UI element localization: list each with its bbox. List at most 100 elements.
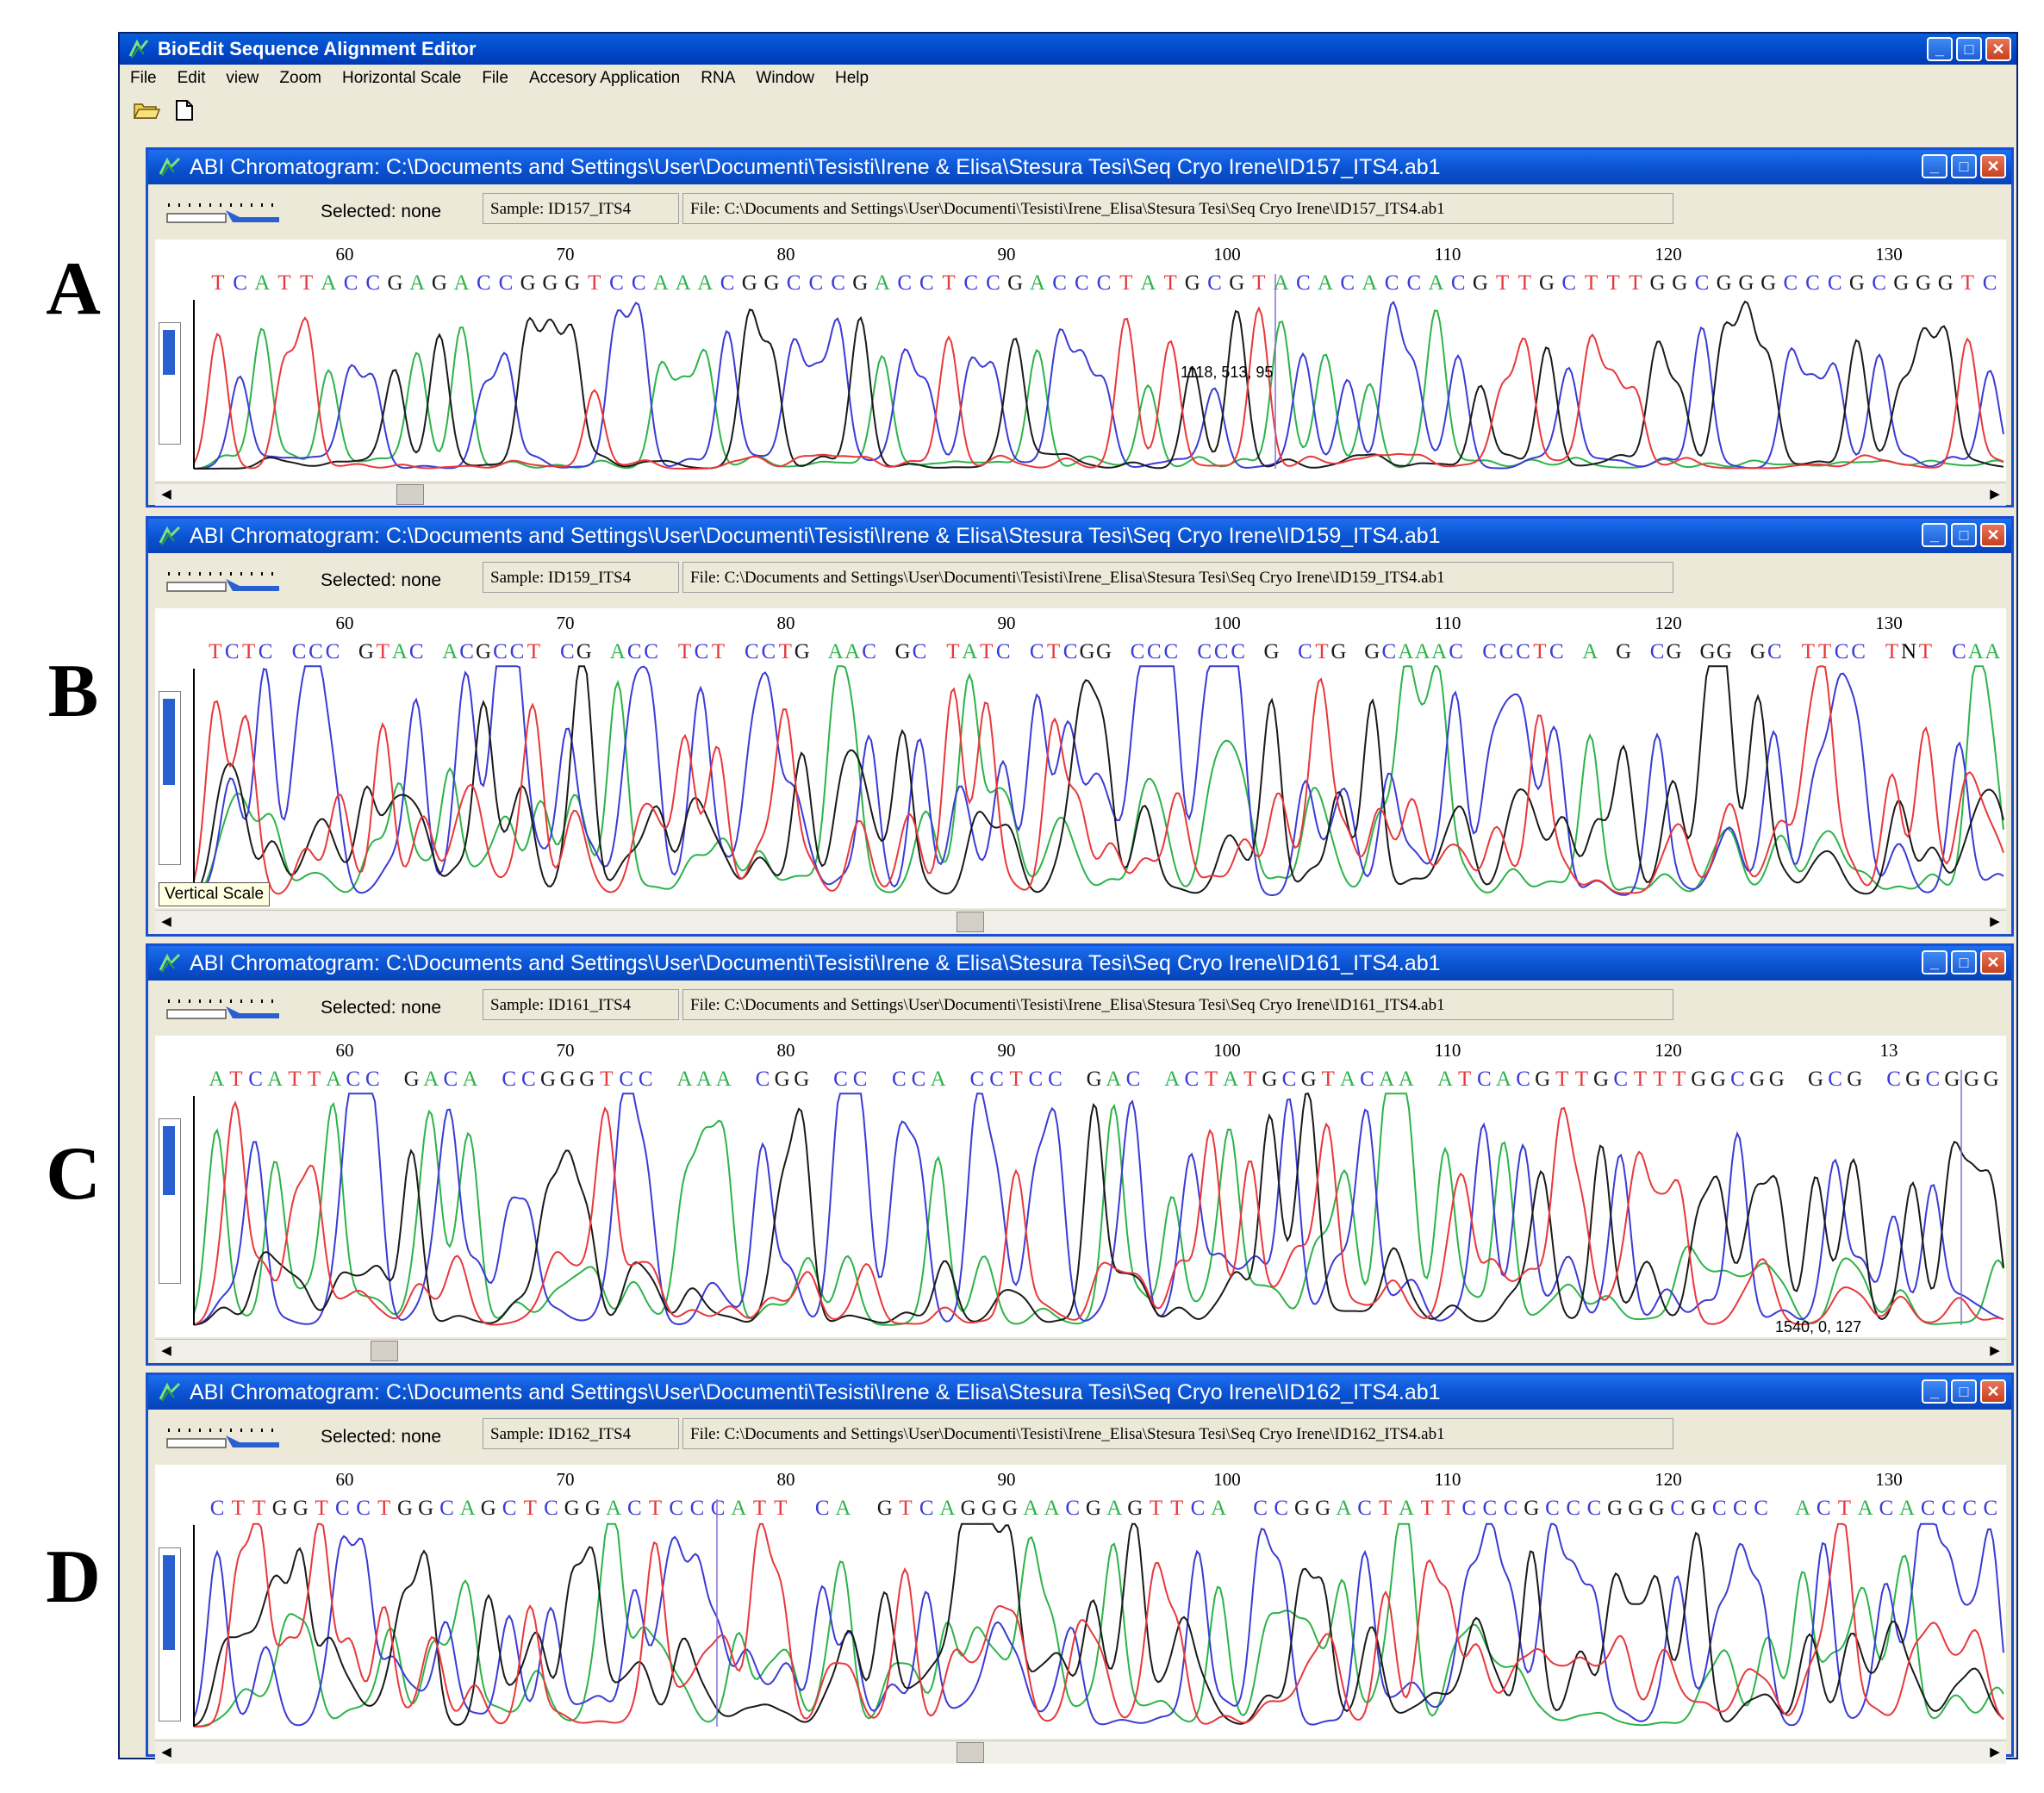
horizontal-scale-icon[interactable] <box>164 1423 284 1451</box>
close-icon[interactable]: ✕ <box>1980 154 2006 178</box>
chromatogram-titlebar[interactable]: ABI Chromatogram: C:\Documents and Setti… <box>148 150 2011 184</box>
maximize-icon[interactable]: □ <box>1956 37 1982 61</box>
chromatogram-trace-area[interactable]: 60 70 80 90 100 110 120 13 A T C A T T A C C G A C A C C G G G T C C… <box>155 1036 2006 1337</box>
base-call: C <box>1872 271 1886 295</box>
horizontal-scrollbar[interactable]: ◀ ▶ <box>155 910 2006 933</box>
open-folder-icon[interactable] <box>132 97 161 123</box>
chromatogram-titlebar[interactable]: ABI Chromatogram: C:\Documents and Setti… <box>148 946 2011 981</box>
minimize-icon[interactable]: _ <box>1922 154 1947 178</box>
vertical-scale-slider[interactable] <box>159 691 181 865</box>
maximize-icon[interactable]: □ <box>1951 523 1977 547</box>
scrollbar-thumb[interactable] <box>957 912 984 932</box>
menu-file[interactable]: File <box>130 69 157 87</box>
minimize-icon[interactable]: _ <box>1922 950 1947 974</box>
close-icon[interactable]: ✕ <box>1980 523 2006 547</box>
base-call: T <box>1585 271 1598 295</box>
base-call: C <box>356 1497 371 1520</box>
base-call: T <box>315 1497 328 1520</box>
vertical-scale-thumb[interactable] <box>163 1126 175 1195</box>
scroll-left-icon[interactable]: ◀ <box>161 1745 171 1759</box>
chromatogram-trace-area[interactable]: 60 70 80 90 100 110 120 130 T C A T T A C C G A G A C C G G G T C C… <box>155 240 2006 481</box>
menu-edit[interactable]: Edit <box>177 69 206 87</box>
vertical-scale-slider[interactable] <box>159 1118 181 1284</box>
horizontal-scrollbar[interactable]: ◀ ▶ <box>155 1339 2006 1362</box>
horizontal-scrollbar[interactable]: ◀ ▶ <box>155 482 2006 506</box>
vertical-scale-thumb[interactable] <box>163 699 175 785</box>
vertical-scale-tooltip: Vertical Scale <box>159 882 271 906</box>
base-call: G <box>742 271 757 295</box>
minimize-icon[interactable]: _ <box>1922 1379 1947 1404</box>
chromatogram-trace-area[interactable]: 60 70 80 90 100 110 120 130 C T T G G T C C T G G C A G C T C G G A… <box>155 1465 2006 1739</box>
base-call: A <box>1399 1497 1414 1520</box>
minimize-icon[interactable]: _ <box>1922 523 1947 547</box>
base-call: C <box>365 1068 380 1091</box>
base-call: G <box>520 271 536 295</box>
ruler-number: 60 <box>336 613 354 633</box>
maximize-icon[interactable]: □ <box>1951 950 1977 974</box>
scroll-right-icon[interactable]: ▶ <box>1990 1745 2000 1759</box>
chromatogram-titlebar[interactable]: ABI Chromatogram: C:\Documents and Setti… <box>148 1375 2011 1410</box>
base-call: G <box>981 1497 997 1520</box>
base-call: G <box>1127 1497 1143 1520</box>
menu-file-2[interactable]: File <box>482 69 508 87</box>
maximize-icon[interactable]: □ <box>1951 154 1977 178</box>
ruler-number: 100 <box>1213 244 1241 265</box>
vertical-scale-slider[interactable] <box>159 1547 181 1721</box>
scroll-left-icon[interactable]: ◀ <box>161 1343 171 1358</box>
base-call: G <box>1539 271 1555 295</box>
scroll-right-icon[interactable]: ▶ <box>1990 487 2000 501</box>
vertical-scale-thumb[interactable] <box>163 330 175 375</box>
vertical-scale-slider[interactable] <box>159 322 181 445</box>
base-call: T <box>1838 1497 1851 1520</box>
menu-accesory-application[interactable]: Accesory Application <box>528 69 681 87</box>
menu-help[interactable]: Help <box>834 69 869 87</box>
menu-window[interactable]: Window <box>756 69 814 87</box>
base-call: A <box>828 640 844 663</box>
base-call: C <box>502 1497 517 1520</box>
chromatogram-trace-area[interactable]: 60 70 80 90 100 110 120 130 T C T C C C C G T A C A C G C C T C G A… <box>155 608 2006 908</box>
base-call: G <box>1905 1068 1921 1091</box>
base-call: G <box>579 1068 595 1091</box>
base-call: C <box>1477 1068 1492 1091</box>
scroll-right-icon[interactable]: ▶ <box>1990 1343 2000 1358</box>
close-icon[interactable]: ✕ <box>1980 1379 2006 1404</box>
close-icon[interactable]: ✕ <box>1980 950 2006 974</box>
base-call: C <box>346 1068 360 1091</box>
base-call: C <box>1835 640 1849 663</box>
base-call: T <box>1315 640 1328 663</box>
chromatogram-toolbar: Selected: none Sample: ID157_ITS4 File: … <box>148 186 2011 236</box>
scroll-left-icon[interactable]: ◀ <box>161 914 171 929</box>
base-call: C <box>1851 640 1866 663</box>
new-document-icon[interactable] <box>170 97 199 123</box>
horizontal-scrollbar[interactable]: ◀ ▶ <box>155 1740 2006 1764</box>
base-call: A <box>1106 1068 1121 1091</box>
chromatogram-window-d: ABI Chromatogram: C:\Documents and Setti… <box>146 1373 2014 1764</box>
ruler-number: 100 <box>1213 613 1241 633</box>
base-call: A <box>962 640 977 663</box>
vertical-scale-thumb[interactable] <box>163 1555 175 1650</box>
trace-t <box>193 1522 2004 1728</box>
base-call: C <box>1253 1497 1268 1520</box>
scroll-right-icon[interactable]: ▶ <box>1990 914 2000 929</box>
minimize-icon[interactable]: _ <box>1927 37 1953 61</box>
base-call: A <box>1379 1068 1394 1091</box>
base-call: G <box>1607 1497 1623 1520</box>
base-call: T <box>1163 271 1176 295</box>
horizontal-scale-icon[interactable] <box>164 994 284 1022</box>
scroll-left-icon[interactable]: ◀ <box>161 487 171 501</box>
scrollbar-thumb[interactable] <box>371 1341 398 1361</box>
base-call: G <box>1749 1068 1765 1091</box>
menu-horizontal-scale[interactable]: Horizontal Scale <box>341 69 462 87</box>
scrollbar-thumb[interactable] <box>957 1742 984 1763</box>
menu-view[interactable]: view <box>226 69 259 87</box>
maximize-icon[interactable]: □ <box>1951 1379 1977 1404</box>
horizontal-scale-icon[interactable] <box>164 567 284 595</box>
scrollbar-thumb[interactable] <box>396 484 424 505</box>
horizontal-scale-icon[interactable] <box>164 198 284 226</box>
app-titlebar[interactable]: BioEdit Sequence Alignment Editor _ □ ✕ <box>120 34 2016 65</box>
chromatogram-titlebar[interactable]: ABI Chromatogram: C:\Documents and Setti… <box>148 519 2011 553</box>
base-call: G <box>1087 1068 1102 1091</box>
close-icon[interactable]: ✕ <box>1985 37 2011 61</box>
menu-zoom[interactable]: Zoom <box>279 69 321 87</box>
menu-rna[interactable]: RNA <box>701 69 736 87</box>
